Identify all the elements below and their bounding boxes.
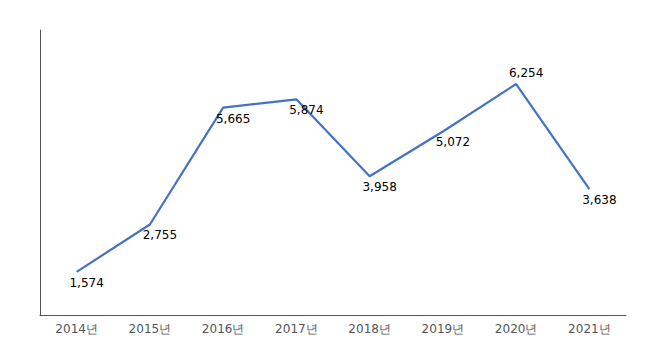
svg-text:2017년: 2017년 (275, 322, 318, 336)
svg-text:2016년: 2016년 (202, 322, 245, 336)
svg-text:2021년: 2021년 (568, 322, 611, 336)
svg-text:2015년: 2015년 (129, 322, 172, 336)
svg-text:2018년: 2018년 (348, 322, 391, 336)
svg-text:6,254: 6,254 (509, 66, 543, 80)
svg-text:2019년: 2019년 (422, 322, 465, 336)
svg-text:3,638: 3,638 (582, 193, 616, 207)
svg-text:1,574: 1,574 (69, 276, 103, 290)
svg-text:2020년: 2020년 (495, 322, 538, 336)
svg-text:3,958: 3,958 (362, 180, 396, 194)
svg-text:2014년: 2014년 (55, 322, 98, 336)
svg-text:5,665: 5,665 (216, 112, 250, 126)
svg-text:5,072: 5,072 (436, 135, 470, 149)
svg-text:5,874: 5,874 (289, 103, 323, 117)
svg-text:2,755: 2,755 (143, 228, 177, 242)
